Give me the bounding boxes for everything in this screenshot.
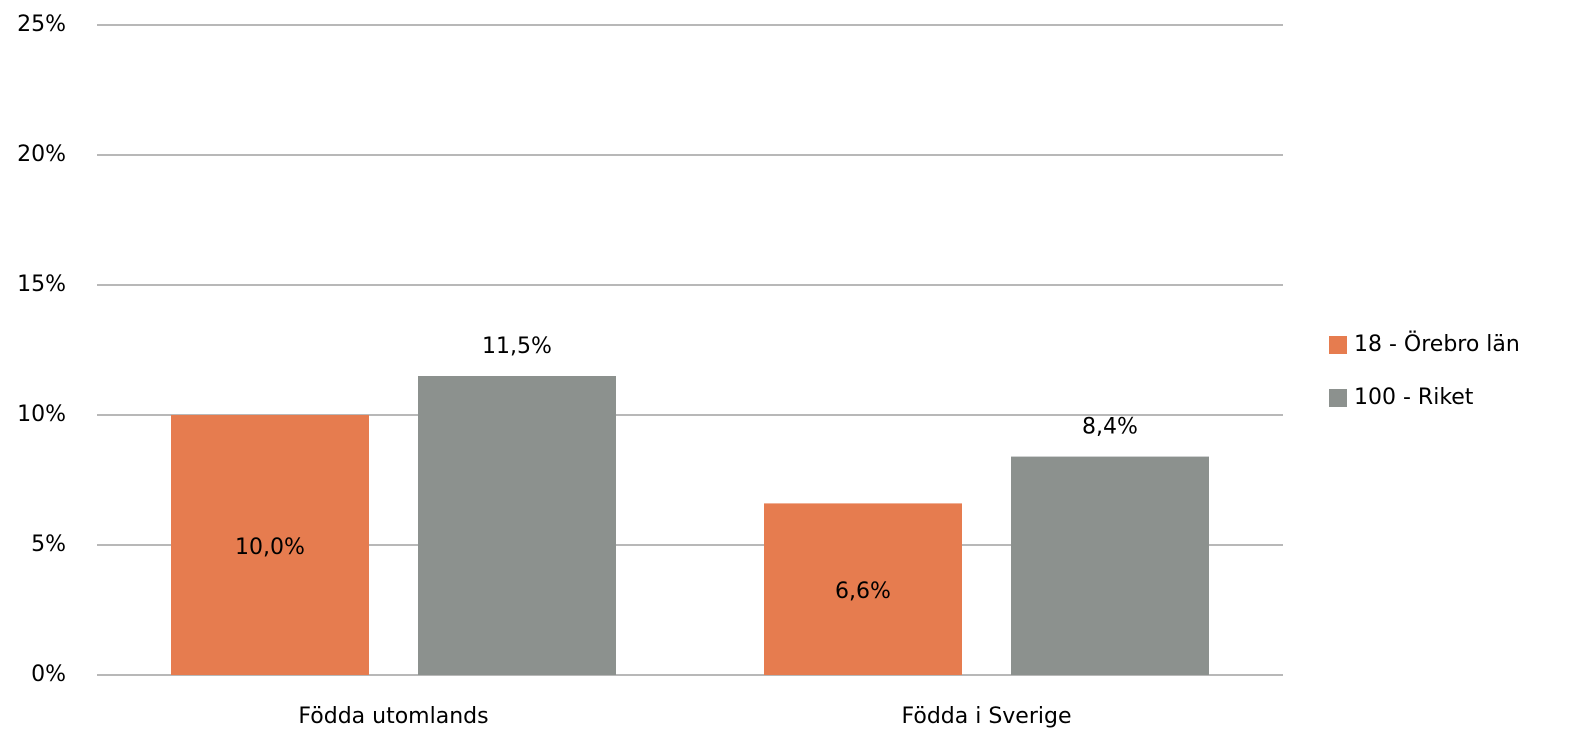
data-label: 6,6% [835,579,891,604]
y-tick-label: 15% [17,272,66,297]
legend-swatch [1329,389,1347,407]
y-tick-label: 0% [31,662,66,687]
data-label: 8,4% [1082,415,1138,440]
bar [764,503,962,675]
y-tick-label: 10% [17,402,66,427]
data-label: 10,0% [235,535,305,560]
bar [171,415,369,675]
bar [1011,456,1209,675]
legend-swatch [1329,336,1347,354]
x-tick-label: Födda utomlands [298,704,488,729]
legend-label: 100 - Riket [1354,385,1474,410]
bar [418,376,616,675]
legend-label: 18 - Örebro län [1354,331,1520,357]
y-tick-label: 25% [17,12,66,37]
y-tick-label: 5% [31,532,66,557]
y-tick-label: 20% [17,142,66,167]
data-label: 11,5% [482,334,552,359]
x-tick-label: Födda i Sverige [901,704,1071,729]
